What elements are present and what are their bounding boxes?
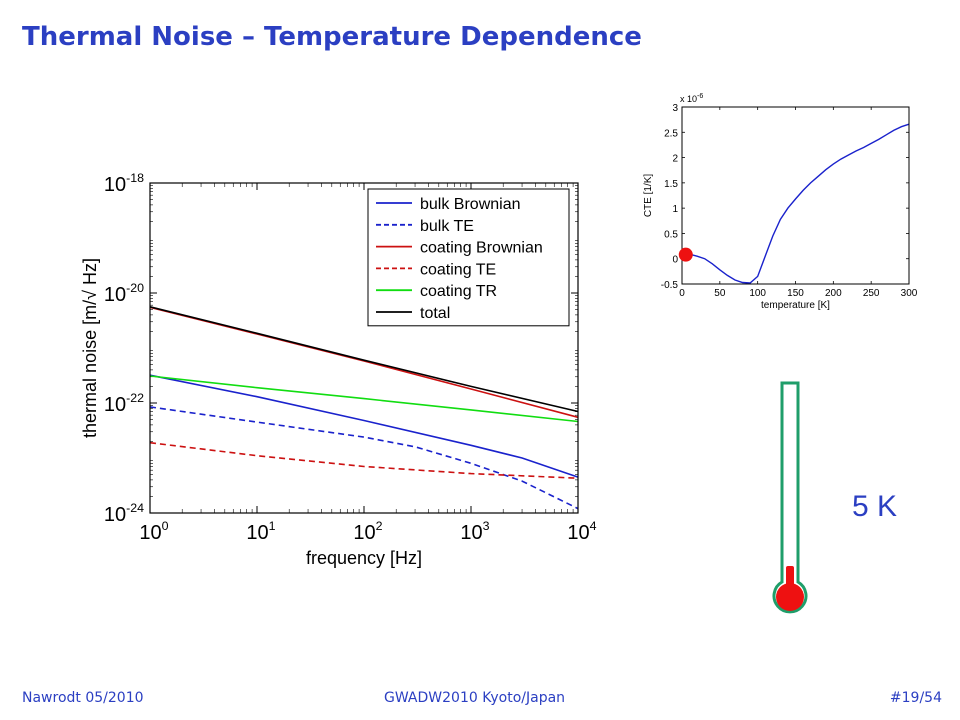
cte-y-axis-label: CTE [1/K]	[643, 174, 654, 218]
y-tick-label: 10-18	[104, 171, 144, 196]
legend-label: bulk TE	[420, 218, 474, 235]
x-axis-label: frequency [Hz]	[306, 548, 422, 568]
legend-label: total	[420, 305, 450, 322]
cte-y-tick-label: 1	[672, 204, 678, 215]
series-line-1	[149, 406, 579, 510]
cte-x-tick-label: 300	[901, 288, 918, 299]
cte-x-tick-label: 200	[825, 288, 842, 299]
cte-scale-note: x 10-6	[680, 93, 703, 104]
thermometer-bulb	[776, 583, 804, 611]
x-tick-label: 104	[567, 519, 596, 544]
series-line-3	[149, 441, 579, 479]
y-tick-label: 10-20	[104, 281, 144, 306]
footer-conference: GWADW2010 Kyoto/Japan	[384, 690, 566, 706]
legend-label: coating TR	[420, 283, 497, 300]
cte-y-tick-label: 3	[672, 103, 678, 114]
y-tick-label: 10-22	[104, 391, 144, 416]
x-minor-ticks	[181, 183, 574, 513]
cte-y-tick-label: 1.5	[664, 179, 678, 190]
cte-x-tick-label: 250	[863, 288, 880, 299]
series-line-0	[149, 374, 579, 478]
cte-y-tick-label: 2	[672, 154, 678, 165]
y-tick-label: 10-24	[104, 501, 144, 526]
cte-y-tick-label: 2.5	[664, 128, 678, 139]
cte-y-tick-label: 0	[672, 255, 678, 266]
cte-temperature-marker	[678, 247, 693, 262]
plot-frame	[149, 182, 579, 514]
cte-plot-frame	[681, 106, 910, 285]
cte-x-tick-label: 0	[679, 288, 685, 299]
x-tick-label: 101	[246, 519, 275, 544]
legend-label: coating Brownian	[420, 240, 543, 257]
legend-label: coating TE	[420, 261, 496, 278]
cte-x-tick-label: 50	[714, 288, 726, 299]
cte-x-axis-label: temperature [K]	[761, 300, 830, 311]
footer-page-number: #19/54	[889, 690, 942, 706]
temperature-label: 5 K	[852, 490, 898, 523]
y-axis-label: thermal noise [m/√ Hz]	[80, 258, 100, 438]
cte-x-tick-label: 150	[787, 288, 804, 299]
series-line-4	[149, 375, 579, 423]
x-tick-label: 103	[460, 519, 489, 544]
cte-series-line	[681, 123, 910, 284]
series-line-5	[149, 306, 579, 413]
cte-y-tick-label: -0.5	[661, 280, 679, 291]
cte-x-tick-label: 100	[749, 288, 766, 299]
footer-author: Nawrodt 05/2010	[22, 690, 144, 706]
thermometer-tube	[772, 381, 808, 614]
x-tick-label: 102	[353, 519, 382, 544]
x-tick-label: 100	[139, 519, 168, 544]
cte-y-tick-label: 0.5	[664, 229, 678, 240]
legend-box	[367, 188, 570, 327]
legend-label: bulk Brownian	[420, 196, 521, 213]
slide-title: Thermal Noise – Temperature Dependence	[22, 22, 642, 52]
